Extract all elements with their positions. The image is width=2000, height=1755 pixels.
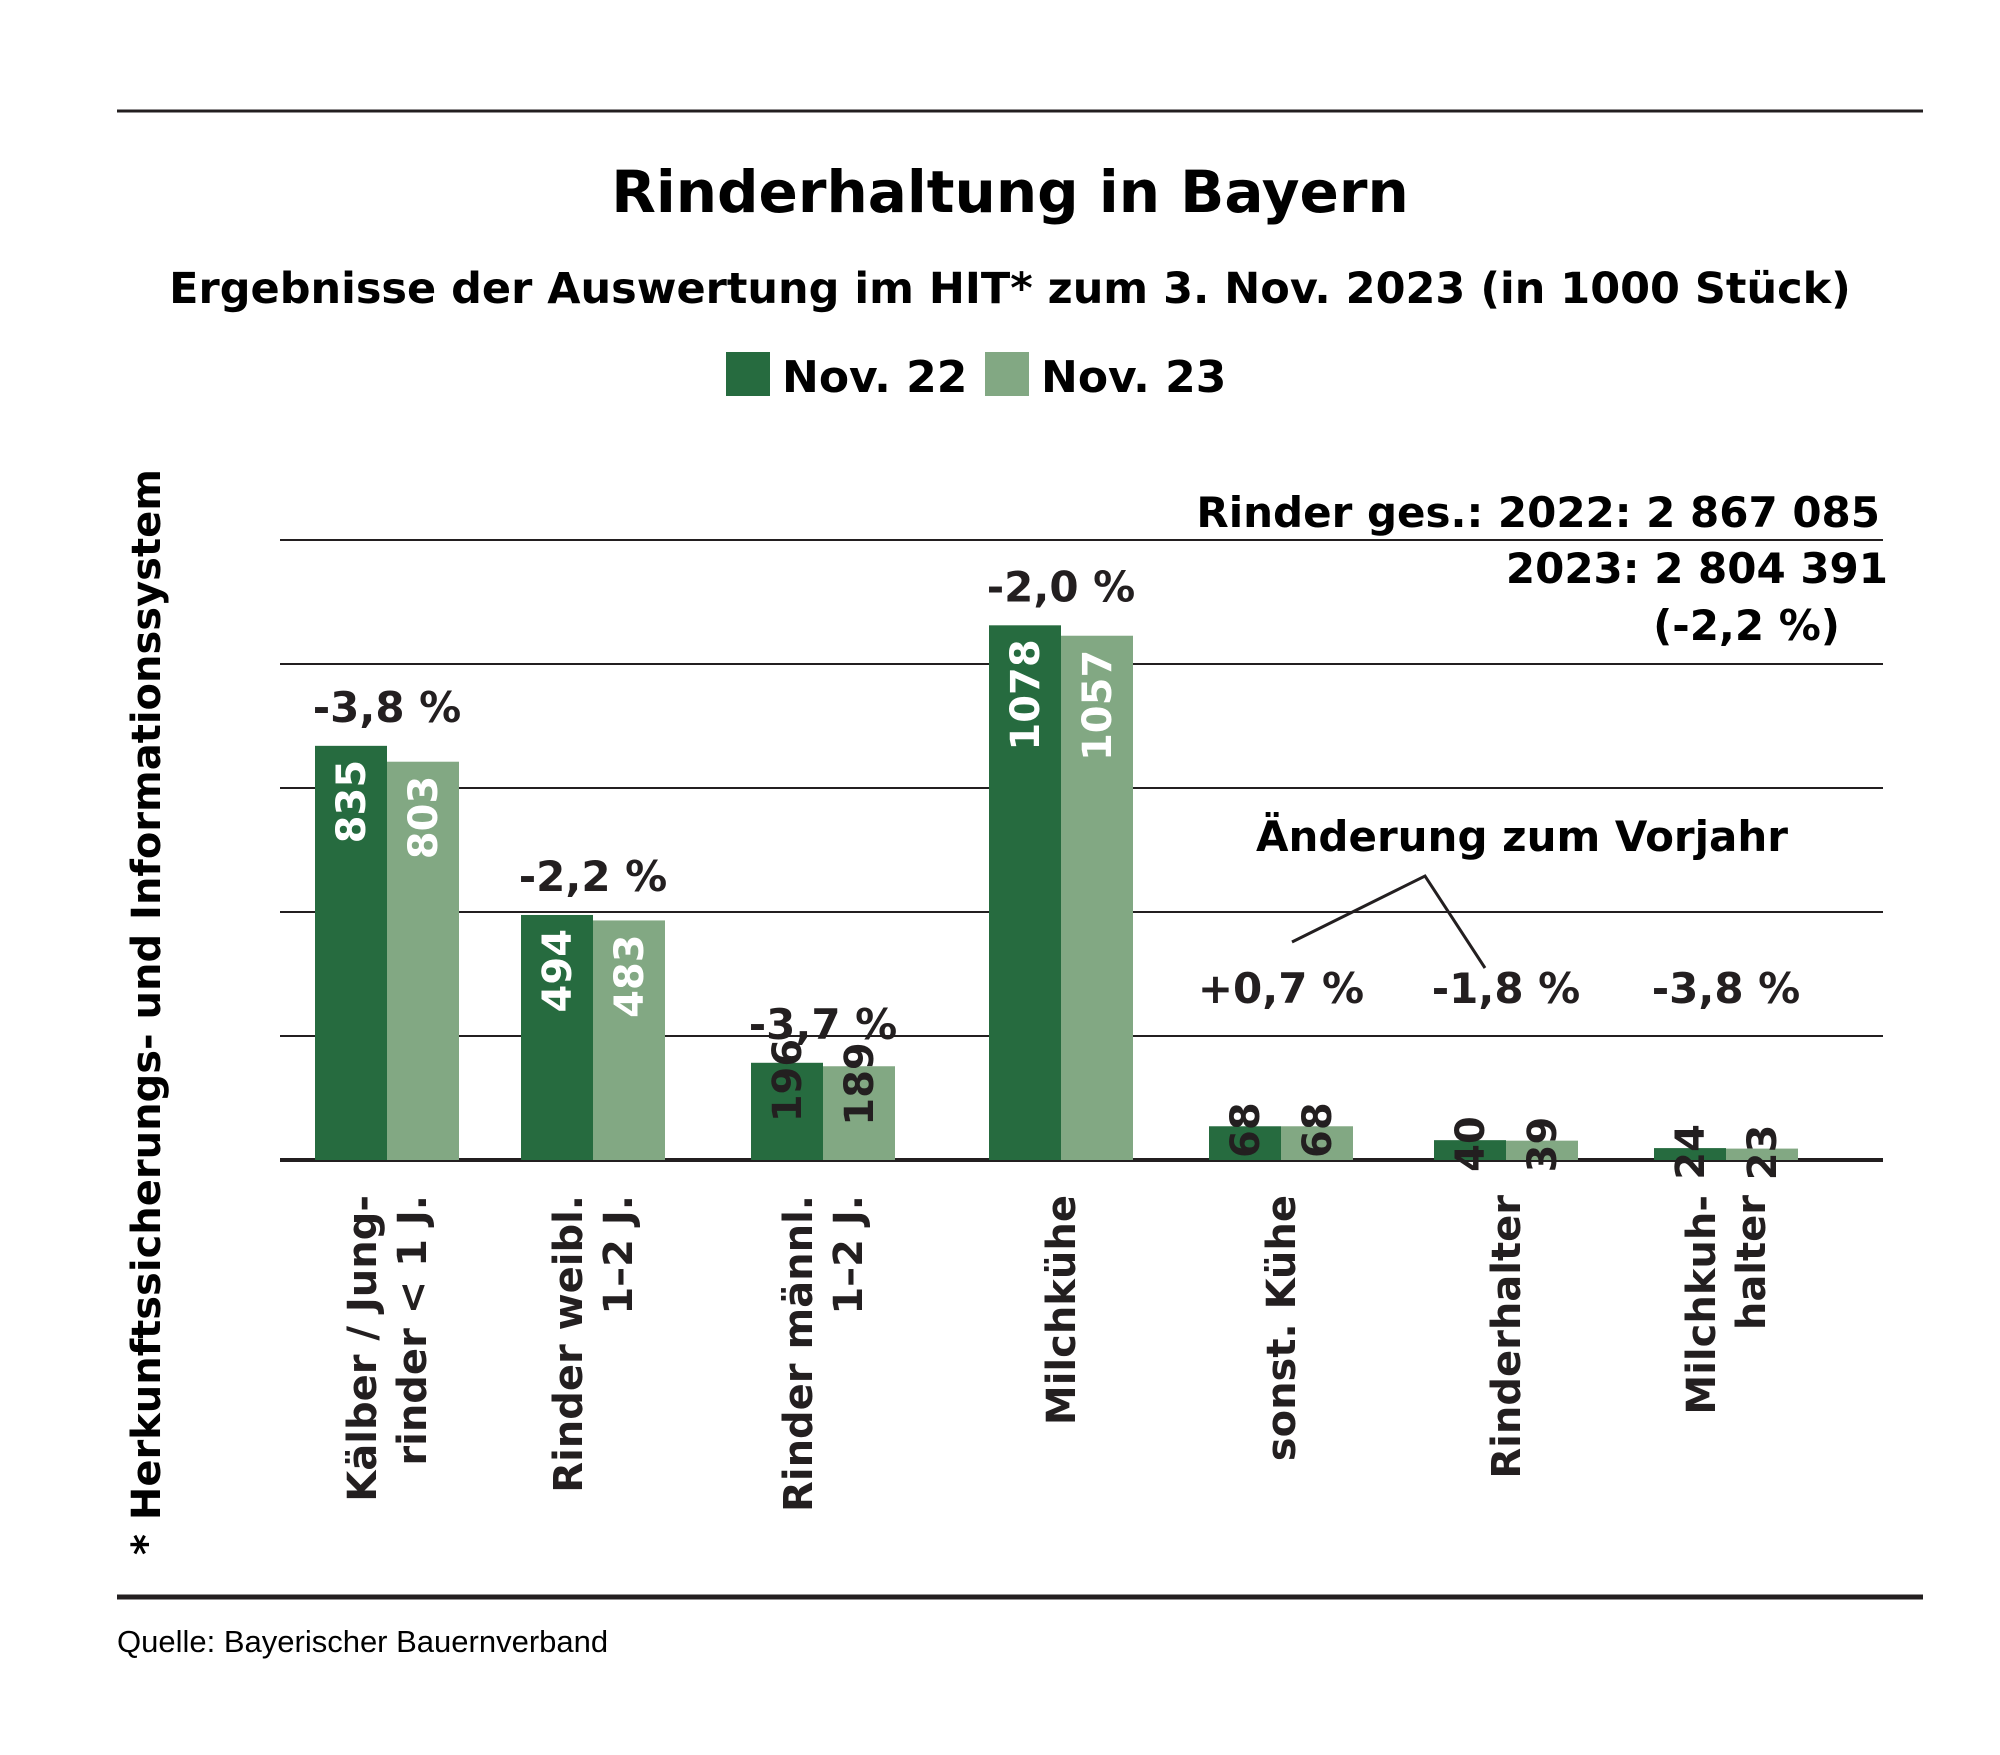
total-line-2: 2023: 2 804 391: [1506, 544, 1888, 593]
legend-label-nov23: Nov. 23: [1041, 352, 1226, 403]
bar-0-nov22: [315, 745, 387, 1160]
change-label-2: -3,7 %: [749, 1000, 898, 1049]
change-label-pointer: [1291, 874, 1487, 969]
value-label-6-0: 24: [1668, 1124, 1714, 1180]
value-label-3-1: 1057: [1075, 650, 1121, 761]
value-label-5-1: 39: [1520, 1117, 1566, 1173]
source-note: Quelle: Bayerischer Bauernverband: [117, 1624, 608, 1659]
bar-5-nov22: [1434, 1140, 1506, 1160]
chart-title: Rinderhaltung in Bayern: [611, 158, 1409, 226]
value-label-3-0: 1078: [1003, 639, 1049, 750]
value-label-5-0: 40: [1448, 1116, 1494, 1172]
bar-1-nov23: [593, 920, 665, 1160]
value-label-2-0: 196: [765, 1039, 811, 1123]
change-label-3: -2,0 %: [987, 562, 1136, 611]
bar-4-nov22: [1209, 1126, 1281, 1160]
category-label-3-0: Milchkühe: [1039, 1195, 1085, 1425]
value-label-6-1: 23: [1740, 1125, 1786, 1181]
legend: Nov. 22 Nov. 23: [726, 352, 1226, 403]
value-label-1-1: 483: [607, 934, 653, 1018]
bar-1-nov22: [521, 914, 593, 1160]
category-label-6-0: Milchkuh-: [1679, 1195, 1725, 1415]
bars: [315, 625, 1798, 1160]
change-label-5: -1,8 %: [1432, 964, 1581, 1013]
bar-3-nov22: [989, 625, 1061, 1160]
bar-6-nov23: [1726, 1148, 1798, 1160]
chart-subtitle: Ergebnisse der Auswertung im HIT* zum 3.…: [169, 264, 1851, 314]
category-label-2-1: 1–2 J.: [826, 1195, 872, 1315]
bar-0-nov23: [387, 761, 459, 1160]
bar-3-nov23: [1061, 635, 1133, 1160]
change-label-4: +0,7 %: [1198, 964, 1364, 1013]
category-label-0-1: rinder < 1 J.: [390, 1195, 436, 1466]
category-label-5-0: Rinderhalter: [1484, 1195, 1530, 1479]
footnote: * Herkunftssicherungs- und Informationss…: [124, 469, 170, 1555]
value-label-4-1: 68: [1295, 1102, 1341, 1158]
category-label-0-0: Kälber / Jung-: [340, 1195, 386, 1502]
total-line-3: (-2,2 %): [1653, 601, 1840, 650]
total-line-1: Rinder ges.: 2022: 2 867 085: [1196, 488, 1880, 537]
legend-swatch-nov23: [985, 352, 1029, 396]
labels: 835 803 -3,8 % Kälber / Jung-rinder < 1 J. 4…: [313, 562, 1801, 1512]
change-label: Änderung zum Vorjahr: [1256, 811, 1788, 861]
category-label-1-1: 1–2 J.: [596, 1195, 642, 1315]
value-label-1-0: 494: [535, 929, 581, 1013]
category-label-1-0: Rinder weibl.: [546, 1195, 592, 1493]
bar-5-nov23: [1506, 1140, 1578, 1160]
value-label-4-0: 68: [1223, 1102, 1269, 1158]
legend-swatch-nov22: [726, 352, 770, 396]
change-label-1: -2,2 %: [519, 852, 668, 901]
bar-2-nov22: [751, 1062, 823, 1160]
change-label-6: -3,8 %: [1652, 964, 1801, 1013]
bar-4-nov23: [1281, 1126, 1353, 1160]
bar-2-nov23: [823, 1066, 895, 1160]
category-label-4-0: sonst. Kühe: [1259, 1195, 1305, 1461]
value-label-0-1: 803: [401, 776, 447, 860]
bar-6-nov22: [1654, 1148, 1726, 1160]
value-label-2-1: 189: [837, 1042, 883, 1126]
legend-label-nov22: Nov. 22: [782, 352, 967, 403]
value-label-0-0: 835: [329, 760, 375, 844]
category-label-6-1: halter: [1729, 1195, 1775, 1330]
category-label-2-0: Rinder männl.: [776, 1195, 822, 1512]
change-label-0: -3,8 %: [313, 683, 462, 732]
